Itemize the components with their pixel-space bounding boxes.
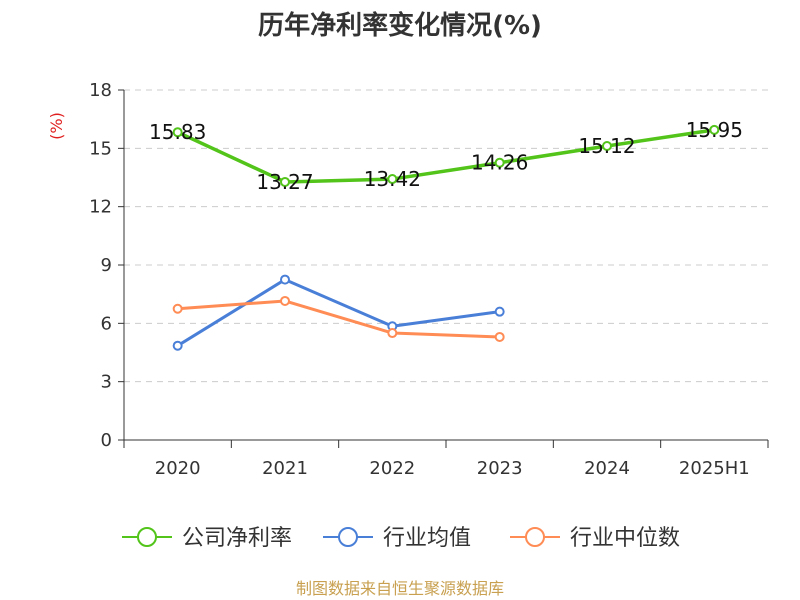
data-label: 15.95	[686, 118, 743, 142]
y-tick-label: 9	[101, 255, 112, 276]
series-line-2	[176, 299, 502, 339]
grid-lines	[124, 89, 768, 383]
data-point	[494, 331, 505, 342]
legend-marker	[137, 527, 157, 547]
legend: 公司净利率 行业均值 行业中位数	[122, 526, 680, 551]
data-point	[494, 306, 505, 317]
data-point	[709, 124, 720, 135]
x-tick-label: 2023	[477, 458, 523, 479]
data-point	[172, 303, 183, 314]
legend-marker	[525, 527, 545, 547]
y-tick-label: 18	[89, 80, 112, 101]
legend-item: 公司净利率	[122, 526, 292, 551]
data-point	[172, 127, 183, 138]
y-tick-label: 6	[101, 313, 112, 334]
data-point	[494, 157, 505, 168]
legend-item: 行业中位数	[510, 526, 680, 551]
series-line-0	[175, 128, 717, 184]
data-point	[172, 340, 183, 351]
x-tick-label: 2022	[369, 458, 415, 479]
data-point	[387, 174, 398, 185]
series-line-1	[176, 278, 502, 348]
data-label: 14.26	[471, 151, 528, 175]
data-point	[602, 141, 612, 151]
y-tick-label: 0	[101, 430, 112, 451]
x-tick-label: 2021	[262, 458, 308, 479]
chart-title: 历年净利率变化情况(%)	[258, 10, 542, 41]
legend-marker	[338, 527, 358, 547]
data-label: 13.42	[364, 167, 421, 191]
legend-label: 行业中位数	[570, 526, 680, 551]
data-label: 15.12	[578, 134, 635, 158]
x-tick-label: 2020	[155, 458, 201, 479]
y-tick-label: 3	[101, 372, 112, 393]
data-labels: 15.83 13.27 13.42 14.26 15.12 15.95	[149, 118, 743, 194]
data-label: 15.83	[149, 120, 206, 144]
axes: 0 3 6 9 12 15 18 2020 2021 2022 2023 2024 2025H1	[89, 80, 769, 479]
footer-source: 制图数据来自恒生聚源数据库	[296, 579, 504, 598]
data-label: 13.27	[256, 170, 313, 194]
series-lines	[172, 124, 720, 351]
legend-item: 行业均值	[323, 526, 471, 551]
data-point	[280, 274, 290, 285]
data-point	[280, 176, 290, 187]
x-tick-label: 2025H1	[679, 458, 750, 479]
data-point	[387, 328, 398, 339]
y-tick-label: 12	[89, 197, 112, 218]
legend-label: 行业均值	[383, 526, 471, 551]
legend-label: 公司净利率	[182, 526, 292, 551]
x-tick-label: 2024	[584, 458, 630, 479]
y-tick-label: 15	[89, 138, 112, 159]
data-point	[280, 295, 290, 306]
y-axis-unit-label: (%)	[47, 112, 66, 140]
